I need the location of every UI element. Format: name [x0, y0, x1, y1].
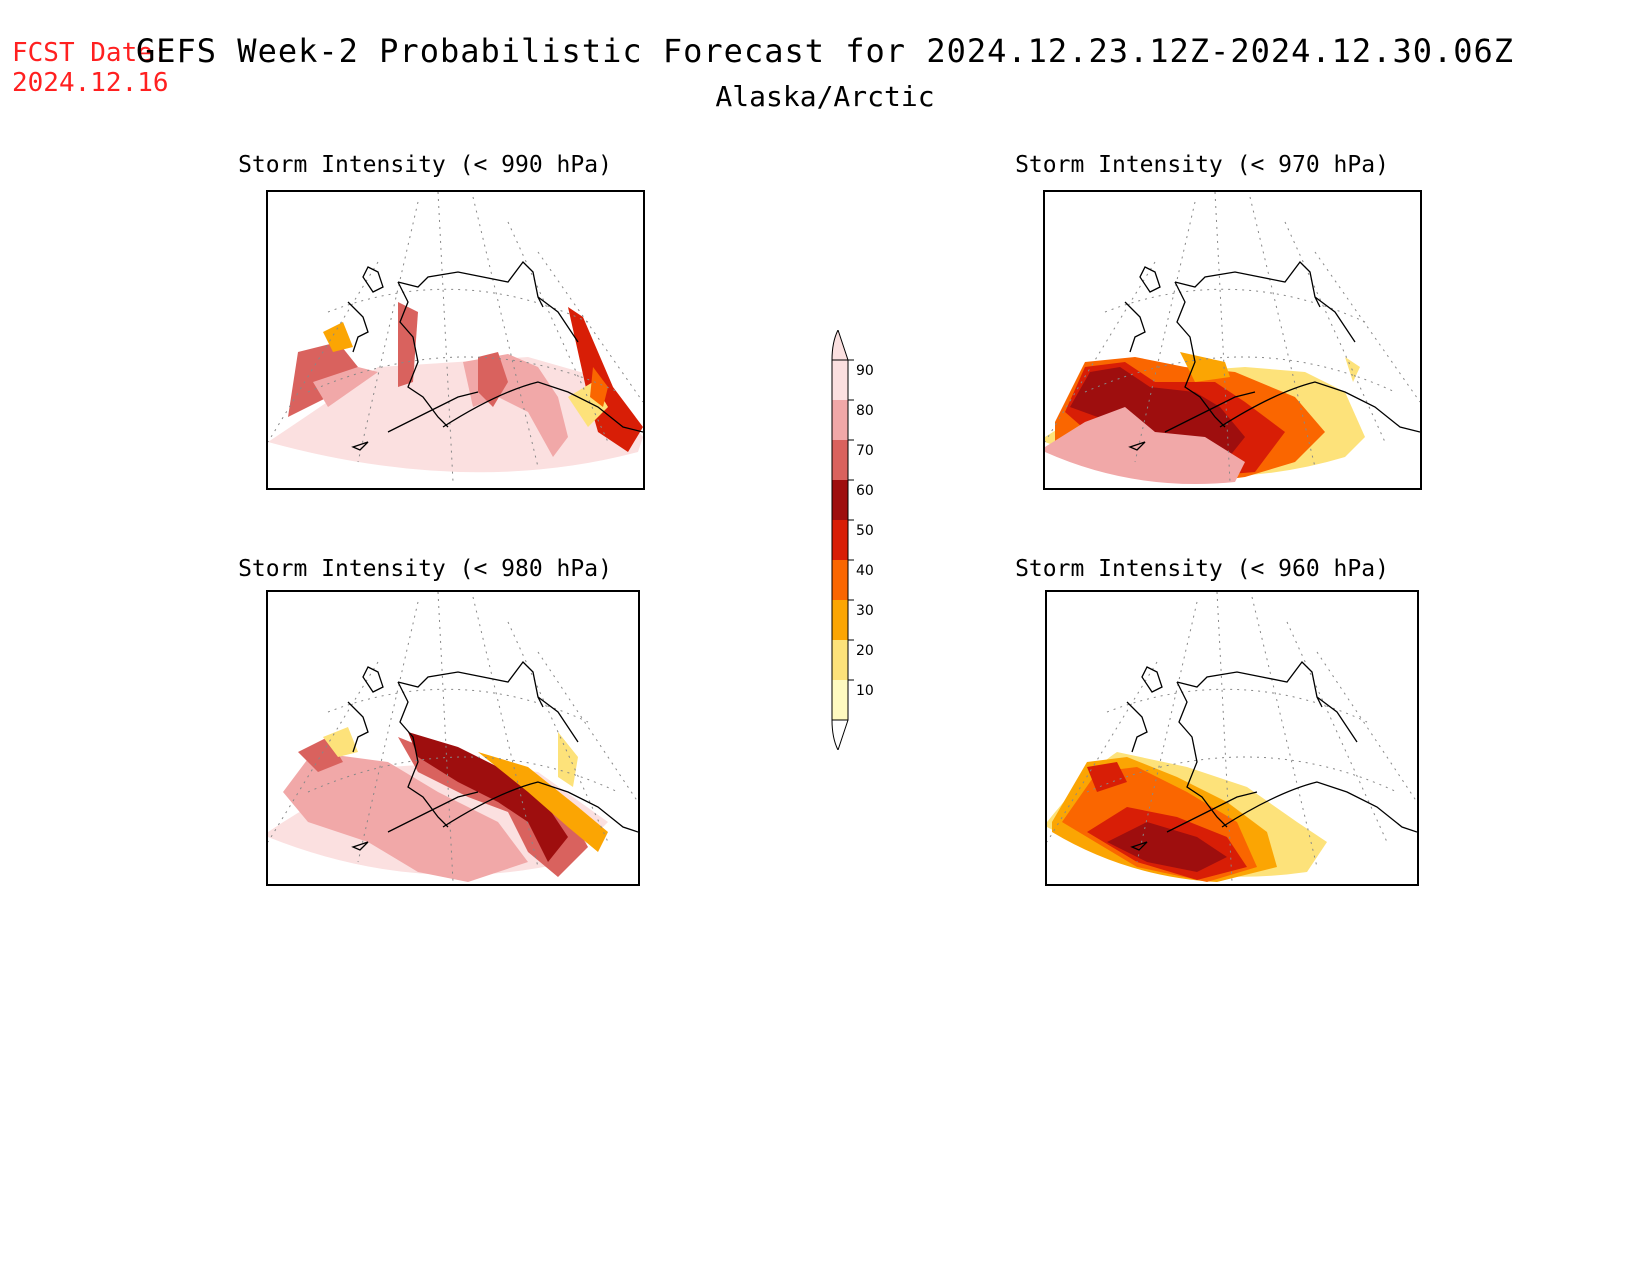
colorbar-label: 70 [856, 443, 874, 459]
map-panel-970 [1043, 190, 1422, 490]
probability-shading [1045, 352, 1365, 484]
map-panel-990 [266, 190, 645, 490]
map-970-svg [1045, 192, 1420, 484]
probability-colorbar: 90 80 70 60 50 40 30 20 10 [820, 328, 900, 752]
forecast-date-block: FCST Date: 2024.12.16 [12, 38, 169, 98]
colorbar-label: 50 [856, 523, 874, 539]
region-subtitle: Alaska/Arctic [715, 80, 935, 113]
colorbar-swatch [832, 520, 848, 560]
colorbar-label: 20 [856, 643, 874, 659]
coastline [347, 261, 643, 451]
coastline [1126, 661, 1417, 851]
graticule [268, 592, 638, 883]
colorbar-label: 60 [856, 483, 874, 499]
map-panel-960 [1045, 590, 1419, 886]
graticule [1045, 192, 1420, 483]
map-960-svg [1047, 592, 1417, 883]
colorbar-label: 40 [856, 563, 874, 579]
colorbar-swatch [832, 360, 848, 400]
graticule [268, 192, 643, 483]
map-980-svg [268, 592, 638, 883]
colorbar-bottom-cap [831, 719, 849, 752]
panel-title-980: Storm Intensity (< 980 hPa) [238, 556, 612, 582]
colorbar-label: 80 [856, 403, 874, 419]
colorbar-top-cap [831, 328, 849, 361]
coastline [347, 661, 638, 851]
colorbar-swatch [832, 480, 848, 520]
colorbar-outline [831, 359, 849, 721]
graticule [1047, 592, 1417, 883]
coastline [1124, 261, 1420, 451]
colorbar-swatch [832, 600, 848, 640]
colorbar-swatch [832, 640, 848, 680]
page-title: GEFS Week-2 Probabilistic Forecast for 2… [135, 32, 1515, 70]
probability-shading [268, 727, 608, 882]
map-panel-980 [266, 590, 640, 886]
probability-shading [268, 302, 643, 473]
fcst-date-value: 2024.12.16 [12, 68, 169, 98]
map-990-svg [268, 192, 643, 483]
colorbar-label: 30 [856, 603, 874, 619]
colorbar-svg: 90 80 70 60 50 40 30 20 10 [831, 328, 874, 752]
fcst-date-label: FCST Date: [12, 38, 169, 68]
panel-title-960: Storm Intensity (< 960 hPa) [1015, 556, 1389, 582]
colorbar-label: 90 [856, 363, 874, 379]
colorbar-label: 10 [856, 683, 874, 699]
colorbar-swatch [832, 400, 848, 440]
probability-shading [1047, 752, 1327, 882]
colorbar-swatch [832, 680, 848, 720]
colorbar-swatch [832, 440, 848, 480]
colorbar-swatch [832, 560, 848, 600]
panel-title-990: Storm Intensity (< 990 hPa) [238, 152, 612, 178]
panel-title-970: Storm Intensity (< 970 hPa) [1015, 152, 1389, 178]
